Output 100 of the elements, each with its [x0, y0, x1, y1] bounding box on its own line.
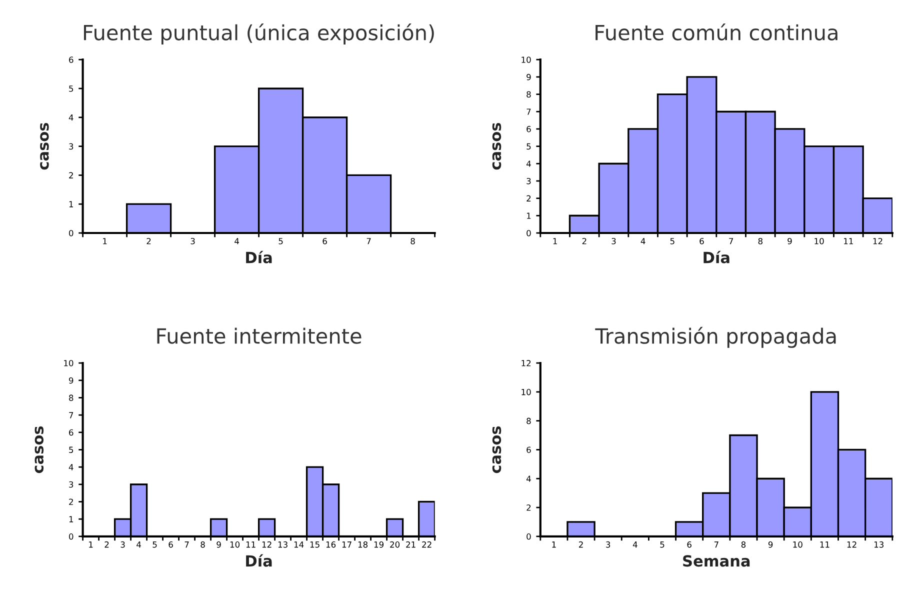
y-tick-label: 6 [526, 126, 531, 132]
y-tick-label: 4 [526, 476, 531, 482]
y-tick-label: 1 [526, 212, 531, 219]
x-tick-label: 11 [820, 542, 830, 548]
chart-title: Fuente común continua [596, 23, 838, 40]
y-tick-label: 0 [69, 533, 74, 540]
y-tick-label: 7 [526, 108, 531, 115]
y-tick-label: 0 [526, 533, 531, 540]
y-tick-label: 0 [69, 230, 74, 236]
x-tick-label: 22 [422, 541, 432, 548]
y-tick-label: 6 [69, 429, 74, 436]
x-tick-label: 18 [358, 541, 368, 548]
y-axis-title: casos [40, 122, 49, 170]
y-tick-label: 2 [526, 504, 531, 511]
y-tick-label: 4 [526, 160, 531, 167]
y-tick-label: 4 [68, 464, 74, 470]
y-tick-label: 0 [526, 230, 531, 236]
x-tick-label: 16 [326, 541, 336, 548]
x-tick-label: 2 [104, 541, 109, 548]
x-tick-label: 17 [342, 542, 352, 548]
x-tick-label: 8 [741, 541, 746, 548]
x-tick-label: 12 [262, 541, 272, 548]
x-tick-label: 6 [168, 541, 173, 548]
y-tick-label: 2 [526, 195, 531, 202]
y-tick-label: 8 [69, 394, 74, 401]
y-tick-label: 2 [69, 172, 73, 178]
x-tick-label: 11 [246, 542, 256, 548]
x-tick-label: 5 [152, 542, 157, 548]
y-tick-label: 5 [69, 86, 74, 92]
y-tick-label: 3 [69, 143, 74, 150]
x-axis-title: Semana [683, 555, 750, 567]
chart-title: Transmisión propagada [595, 326, 836, 348]
x-tick-label: 3 [190, 238, 195, 244]
y-tick-label: 4 [68, 114, 74, 121]
x-tick-label: 12 [847, 541, 856, 548]
x-tick-label: 8 [200, 541, 205, 548]
y-tick-label: 5 [69, 446, 74, 453]
x-tick-label: 5 [670, 238, 674, 244]
y-tick-label: 10 [64, 360, 74, 366]
y-axis-title: casos [492, 122, 502, 170]
y-tick-label: 1 [69, 516, 74, 522]
y-tick-label: 1 [69, 201, 74, 208]
y-tick-label: 3 [69, 481, 74, 488]
x-tick-label: 13 [278, 541, 288, 548]
x-tick-label: 3 [612, 238, 616, 244]
x-tick-label: 4 [136, 542, 141, 548]
y-tick-label: 5 [526, 143, 531, 150]
x-tick-label: 7 [366, 238, 371, 244]
x-tick-label: 3 [120, 541, 125, 548]
x-tick-label: 10 [793, 541, 802, 548]
x-tick-label: 10 [814, 238, 824, 244]
x-tick-label: 1 [89, 542, 93, 548]
x-tick-label: 8 [410, 238, 415, 244]
x-tick-label: 10 [230, 541, 240, 548]
y-tick-label: 6 [69, 56, 74, 63]
x-tick-label: 5 [660, 542, 664, 548]
y-tick-label: 6 [526, 446, 531, 453]
chart-title: Fuente puntual (única exposición) [84, 23, 434, 44]
x-tick-label: 9 [768, 541, 773, 548]
x-tick-label: 6 [687, 541, 692, 548]
x-tick-label: 7 [714, 542, 718, 548]
y-tick-label: 9 [526, 74, 531, 80]
x-tick-label: 4 [234, 238, 239, 244]
x-tick-label: 5 [278, 238, 283, 244]
x-tick-label: 4 [632, 542, 638, 548]
y-tick-label: 2 [69, 498, 73, 505]
y-tick-label: 8 [526, 418, 531, 424]
y-tick-label: 9 [68, 377, 74, 384]
y-axis-title: casos [492, 426, 502, 474]
x-tick-label: 21 [406, 541, 416, 548]
x-tick-label: 8 [758, 238, 762, 244]
x-tick-label: 11 [844, 238, 853, 244]
x-tick-label: 1 [553, 238, 557, 244]
x-axis-title: Día [704, 250, 730, 264]
x-tick-label: 13 [874, 541, 884, 548]
y-tick-label: 10 [522, 388, 531, 396]
x-tick-label: 7 [729, 238, 734, 244]
x-axis-title: Día [246, 554, 272, 567]
x-tick-label: 1 [552, 542, 556, 548]
x-tick-label: 15 [310, 542, 320, 548]
x-tick-label: 12 [873, 238, 882, 244]
x-axis-title: Día [246, 250, 272, 264]
x-tick-label: 6 [700, 238, 704, 244]
x-tick-label: 2 [582, 238, 586, 244]
x-tick-label: 1 [103, 238, 107, 244]
x-tick-label: 14 [294, 542, 304, 548]
y-axis-title: casos [34, 426, 44, 474]
x-tick-label: 7 [184, 542, 189, 548]
y-tick-label: 8 [526, 91, 531, 98]
x-tick-label: 19 [374, 541, 384, 548]
x-tick-label: 3 [606, 541, 610, 548]
chart-title: Fuente intermitente [157, 328, 362, 344]
x-tick-label: 2 [146, 238, 151, 244]
x-tick-label: 2 [578, 541, 583, 548]
y-tick-label: 7 [69, 412, 74, 418]
y-tick-label: 10 [522, 56, 531, 63]
x-tick-label: 6 [322, 238, 327, 244]
x-tick-label: 9 [216, 541, 221, 548]
y-tick-label: 12 [522, 360, 531, 366]
x-tick-label: 4 [640, 238, 646, 244]
